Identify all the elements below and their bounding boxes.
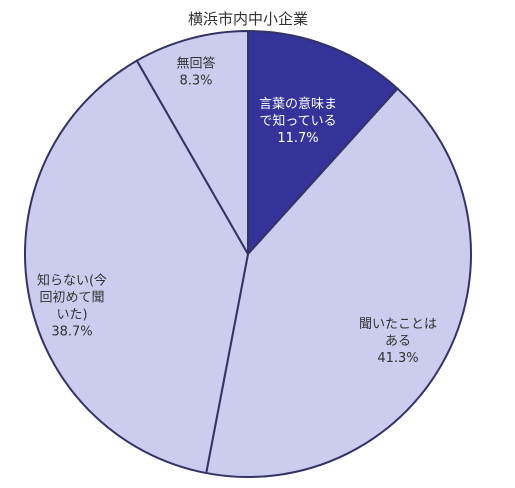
slice-label-0-line-1: で知っている [259, 113, 336, 129]
pie-slice-0 [247, 30, 399, 255]
pie-slices [23, 30, 472, 478]
slice-label-0-line-0: 言葉の意味ま [259, 96, 337, 112]
slice-label-2-line-1: 回初めて聞 [39, 291, 104, 306]
slice-label-0-line-2: 11.7% [277, 131, 318, 146]
slice-label-0: 言葉の意味まで知っている 11.7% [259, 96, 337, 146]
slice-label-3-line-0: 無回答 [176, 56, 215, 72]
slice-label-2-line-2: いた) [56, 308, 87, 323]
slice-label-1-line-1: ある [385, 334, 411, 349]
slice-label-3-line-1: 8.3% [179, 74, 212, 89]
slice-label-2-line-0: 知らない(今 [37, 273, 107, 289]
slice-label-1-line-0: 聞いたことは [359, 317, 437, 332]
slice-label-2: 知らない(今回初めて聞いた) 38.7% [37, 273, 107, 340]
slice-label-1-line-2: 41.3% [377, 351, 418, 366]
pie-slice-3 [135, 30, 249, 255]
chart-title: 横浜市内中小企業 [188, 10, 308, 28]
pie-labels: 言葉の意味まで知っている 11.7% 聞いたことはある 41.3% 知らない(今回初めて… [37, 56, 437, 367]
slice-label-3: 無回答 8.3% [176, 56, 215, 89]
slice-label-2-line-3: 38.7% [51, 325, 92, 340]
slice-label-1: 聞いたことはある 41.3% [359, 317, 437, 366]
pie-slice-1 [205, 87, 472, 478]
pie-slice-2 [23, 59, 249, 475]
